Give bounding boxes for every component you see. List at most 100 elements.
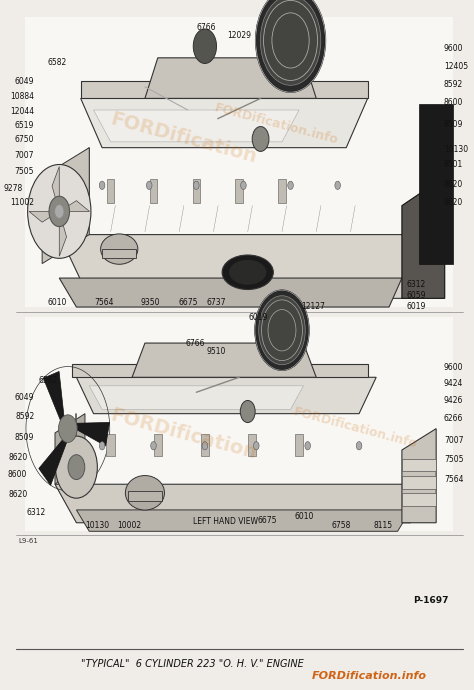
- Circle shape: [240, 400, 255, 422]
- Text: 8620: 8620: [444, 198, 463, 208]
- Circle shape: [255, 0, 326, 92]
- Text: 12044: 12044: [10, 107, 34, 117]
- Polygon shape: [145, 58, 316, 99]
- Bar: [192, 179, 200, 203]
- Circle shape: [58, 415, 77, 442]
- Text: 6010: 6010: [295, 511, 314, 521]
- Text: 6312: 6312: [407, 279, 426, 289]
- Circle shape: [55, 204, 64, 218]
- Text: "TYPICAL"  6 CYLINDER 223 "O. H. V." ENGINE: "TYPICAL" 6 CYLINDER 223 "O. H. V." ENGI…: [81, 659, 304, 669]
- Text: 6059: 6059: [407, 290, 426, 300]
- Circle shape: [305, 442, 310, 450]
- Text: LEFT HAND VIEW: LEFT HAND VIEW: [192, 517, 257, 526]
- Bar: [150, 179, 157, 203]
- Circle shape: [49, 196, 70, 226]
- Text: 9350: 9350: [141, 297, 161, 307]
- Circle shape: [202, 442, 208, 450]
- Text: 9278: 9278: [3, 184, 23, 193]
- Circle shape: [335, 181, 340, 190]
- Text: 8600: 8600: [8, 470, 27, 480]
- Polygon shape: [75, 422, 109, 446]
- Bar: [200, 46, 210, 61]
- Bar: [201, 435, 209, 457]
- Circle shape: [255, 290, 309, 371]
- Text: 12127: 12127: [301, 302, 326, 311]
- Text: FORDification.info: FORDification.info: [213, 101, 340, 147]
- Polygon shape: [402, 459, 436, 471]
- Circle shape: [259, 296, 305, 365]
- Text: 8600: 8600: [444, 97, 464, 107]
- Bar: [25, 17, 453, 307]
- Text: 9600: 9600: [444, 43, 464, 53]
- Polygon shape: [81, 81, 368, 99]
- Polygon shape: [72, 364, 368, 377]
- Text: 6049: 6049: [15, 77, 34, 86]
- Polygon shape: [402, 475, 436, 489]
- Bar: [128, 491, 162, 502]
- Text: 10130: 10130: [85, 521, 109, 531]
- Polygon shape: [59, 278, 402, 307]
- Text: FORDification.info: FORDification.info: [312, 671, 427, 681]
- Polygon shape: [402, 177, 445, 298]
- Polygon shape: [59, 201, 90, 211]
- Polygon shape: [59, 211, 66, 256]
- Text: 8509: 8509: [444, 119, 464, 129]
- Circle shape: [252, 126, 269, 151]
- Text: 10884: 10884: [10, 92, 34, 101]
- Polygon shape: [81, 99, 368, 148]
- Text: 7007: 7007: [444, 435, 464, 445]
- Polygon shape: [39, 437, 67, 485]
- Circle shape: [241, 181, 246, 190]
- Text: 7505: 7505: [444, 455, 464, 464]
- Bar: [236, 179, 243, 203]
- Text: FORDification.info: FORDification.info: [292, 405, 419, 451]
- Polygon shape: [76, 510, 410, 531]
- Text: 8620: 8620: [8, 453, 27, 462]
- Text: 6675: 6675: [178, 297, 198, 307]
- Polygon shape: [42, 148, 89, 264]
- Circle shape: [193, 181, 199, 190]
- Circle shape: [27, 164, 91, 258]
- Text: 6519: 6519: [15, 121, 34, 130]
- Bar: [25, 317, 453, 531]
- Circle shape: [146, 181, 152, 190]
- Circle shape: [100, 181, 105, 190]
- Text: L9-61: L9-61: [18, 538, 38, 544]
- Bar: [154, 435, 162, 457]
- Text: 8509: 8509: [15, 433, 34, 442]
- Text: 6766: 6766: [185, 339, 205, 348]
- Circle shape: [356, 442, 362, 450]
- Circle shape: [100, 442, 105, 450]
- Text: 10002: 10002: [118, 521, 142, 531]
- Circle shape: [288, 181, 293, 190]
- Text: 8501: 8501: [444, 159, 463, 169]
- Bar: [270, 332, 294, 347]
- Text: 6737: 6737: [206, 297, 226, 307]
- Text: 9600: 9600: [444, 362, 464, 372]
- Ellipse shape: [100, 234, 138, 264]
- Text: FORDification: FORDification: [108, 109, 259, 167]
- Polygon shape: [132, 343, 316, 377]
- Text: 10130: 10130: [444, 145, 468, 155]
- Polygon shape: [29, 211, 59, 222]
- Text: 12029: 12029: [227, 31, 251, 41]
- Text: 6758: 6758: [332, 521, 351, 531]
- Circle shape: [55, 436, 97, 498]
- Polygon shape: [52, 166, 59, 211]
- Text: 9424: 9424: [444, 379, 464, 388]
- Text: 7007: 7007: [15, 150, 34, 160]
- Text: 6266: 6266: [444, 413, 464, 423]
- Text: 6019: 6019: [248, 313, 268, 322]
- Polygon shape: [59, 148, 89, 235]
- Bar: [295, 435, 303, 457]
- Text: 12405: 12405: [444, 61, 468, 71]
- Circle shape: [254, 442, 259, 450]
- Circle shape: [193, 29, 217, 63]
- Text: 7564: 7564: [94, 297, 114, 307]
- Text: 8592: 8592: [444, 79, 463, 89]
- Polygon shape: [76, 377, 376, 413]
- Bar: [278, 179, 286, 203]
- Polygon shape: [89, 386, 303, 409]
- Text: 6675: 6675: [257, 516, 277, 526]
- Text: 8620: 8620: [8, 489, 27, 499]
